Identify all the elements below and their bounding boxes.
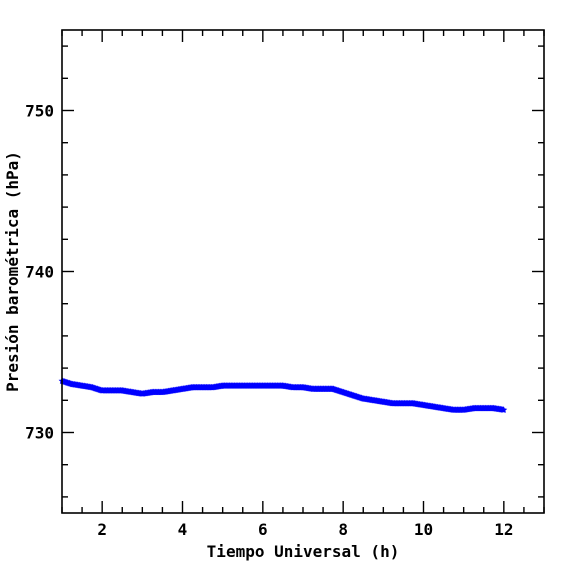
x-axis-label: Tiempo Universal (h) [207, 542, 400, 561]
x-tick-label: 12 [494, 520, 513, 539]
y-tick-label: 730 [25, 424, 54, 443]
y-tick-label: 740 [25, 263, 54, 282]
ticks-layer: 2 4 6 8 10 12 730 740 750 [25, 30, 545, 539]
x-tick-label: 4 [178, 520, 188, 539]
y-tick-label: 750 [25, 102, 54, 121]
y-axis-label: Presión barométrica (hPa) [3, 151, 22, 392]
series-0 [58, 377, 508, 413]
x-tick-label: 2 [97, 520, 107, 539]
series-layer [58, 377, 508, 413]
x-tick-label: 10 [414, 520, 433, 539]
x-tick-label: 6 [258, 520, 268, 539]
data-point [500, 406, 508, 413]
x-tick-label: 8 [338, 520, 348, 539]
